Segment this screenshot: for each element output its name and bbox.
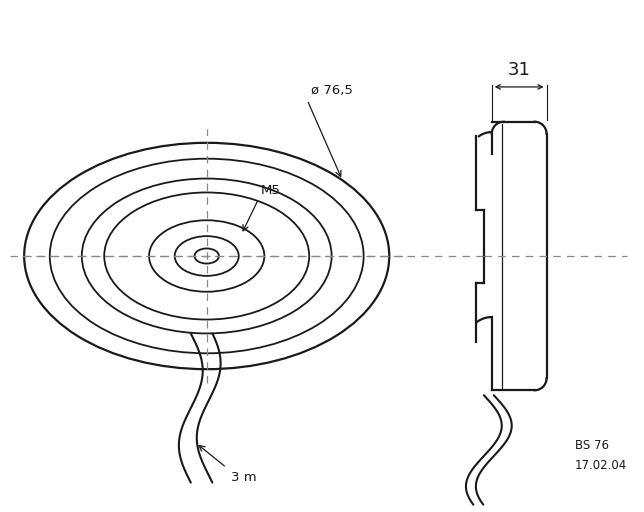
Text: M5: M5 [261,184,280,197]
Text: 17.02.04: 17.02.04 [575,459,627,473]
Text: BS 76: BS 76 [575,439,609,452]
Text: ø 76,5: ø 76,5 [311,84,353,97]
Text: 31: 31 [507,61,531,79]
Text: 3 m: 3 m [231,471,256,484]
Ellipse shape [194,248,219,264]
